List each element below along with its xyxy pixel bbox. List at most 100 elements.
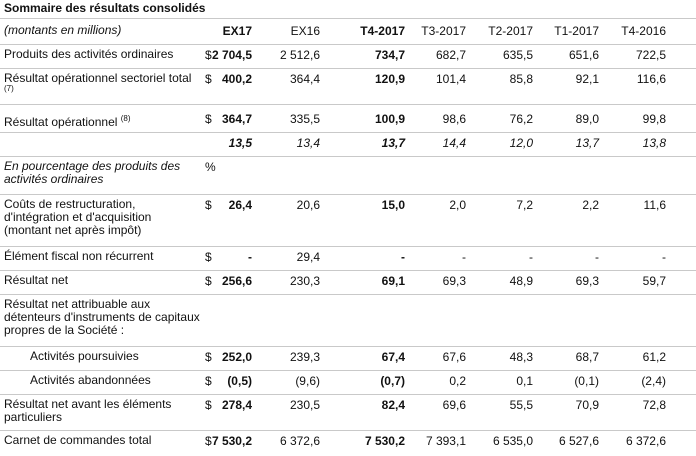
- table-cell: 6 527,6: [558, 434, 599, 448]
- table-cell: 278,4: [221, 398, 252, 412]
- row-divider: [0, 156, 696, 157]
- table-cell: (2,4): [641, 374, 666, 388]
- column-header: T3-2017: [421, 24, 466, 38]
- row-label: Résultat opérationnel sectoriel total: [4, 71, 192, 85]
- row-divider: [0, 246, 696, 247]
- table-cell: 61,2: [642, 350, 666, 364]
- table-cell: 7 530,2: [364, 434, 405, 448]
- table-cell: 69,1: [381, 274, 405, 288]
- table-cell: 67,6: [442, 350, 466, 364]
- table-cell: 48,3: [509, 350, 533, 364]
- row-label: Coûts de restructuration, d'intégration …: [4, 197, 152, 237]
- table-cell: 2 512,6: [279, 48, 320, 62]
- table-cell: 69,3: [442, 274, 466, 288]
- table-cell: 7,2: [516, 198, 533, 212]
- table-cell: -: [662, 250, 666, 264]
- row-label: Résultat net avant les éléments particul…: [4, 397, 172, 424]
- row-divider: [0, 132, 696, 133]
- table-cell: 13,8: [642, 136, 666, 150]
- currency-symbol: $: [205, 198, 212, 212]
- currency-symbol: $: [205, 112, 212, 126]
- table-cell: (0,1): [574, 374, 599, 388]
- table-cell: 67,4: [381, 350, 405, 364]
- currency-symbol: $: [205, 274, 212, 288]
- table-cell: 651,6: [568, 48, 599, 62]
- table-cell: 11,6: [643, 198, 666, 212]
- table-cell: 364,7: [221, 112, 252, 126]
- table-cell: (0,5): [227, 374, 252, 388]
- row-divider: [0, 430, 696, 431]
- column-header: EX16: [290, 24, 320, 38]
- table-cell: 69,6: [442, 398, 466, 412]
- table-cell: 98,6: [442, 112, 466, 126]
- footnote-marker: (7): [4, 84, 14, 93]
- table-cell: (9,6): [295, 374, 320, 388]
- table-cell: 0,2: [449, 374, 466, 388]
- table-cell: -: [595, 250, 599, 264]
- row-label: Produits des activités ordinaires: [4, 47, 174, 61]
- table-cell: 635,5: [502, 48, 533, 62]
- table-cell: 2,0: [449, 198, 466, 212]
- table-cell: 29,4: [296, 250, 320, 264]
- table-cell: 2 704,5: [211, 48, 252, 62]
- table-cell: 99,8: [642, 112, 666, 126]
- row-label: Activités abandonnées: [30, 373, 151, 387]
- row-divider: [0, 18, 696, 19]
- table-cell: 20,6: [296, 198, 320, 212]
- table-cell: 7 393,1: [425, 434, 466, 448]
- table-cell: 55,5: [509, 398, 533, 412]
- table-cell: 15,0: [381, 198, 405, 212]
- table-cell: -: [248, 250, 252, 264]
- table-cell: 101,4: [435, 72, 466, 86]
- table-cell: 256,6: [221, 274, 252, 288]
- currency-symbol: $: [205, 48, 212, 62]
- table-cell: 335,5: [289, 112, 320, 126]
- table-cell: 72,8: [642, 398, 666, 412]
- row-divider: [0, 394, 696, 395]
- currency-symbol: $: [205, 72, 212, 86]
- table-cell: -: [401, 250, 405, 264]
- table-cell: 239,3: [289, 350, 320, 364]
- row-label: Carnet de commandes total: [4, 433, 152, 447]
- table-cell: 230,5: [289, 398, 320, 412]
- row-label: Élément fiscal non récurrent: [4, 249, 154, 263]
- row-divider: [0, 270, 696, 271]
- table-cell: 69,3: [575, 274, 599, 288]
- table-cell: 85,8: [509, 72, 533, 86]
- table-cell: 682,7: [435, 48, 466, 62]
- currency-symbol: $: [205, 374, 212, 388]
- column-header: EX17: [222, 24, 252, 38]
- table-cell: 48,9: [509, 274, 533, 288]
- table-cell: 13,5: [228, 136, 252, 150]
- row-label: Résultat opérationnel (8): [4, 114, 131, 129]
- column-header: T4-2017: [360, 24, 405, 38]
- row-divider: [0, 68, 696, 69]
- footnote-marker: (8): [120, 114, 131, 123]
- row-divider: [0, 104, 696, 105]
- table-cell: 116,6: [636, 72, 666, 86]
- table-cell: 13,4: [296, 136, 320, 150]
- row-divider: [0, 370, 696, 371]
- table-cell: 0,1: [516, 374, 533, 388]
- table-cell: 230,3: [289, 274, 320, 288]
- table-cell: 14,4: [442, 136, 466, 150]
- table-cell: 68,7: [575, 350, 599, 364]
- row-divider: [0, 194, 696, 195]
- currency-symbol: $: [205, 350, 212, 364]
- row-label: Résultat net: [4, 273, 69, 287]
- table-title: Sommaire des résultats consolidés: [4, 1, 206, 15]
- table-cell: 400,2: [221, 72, 252, 86]
- table-cell: 6 372,6: [625, 434, 666, 448]
- table-cell: 89,0: [575, 112, 599, 126]
- table-cell: 12,0: [509, 136, 533, 150]
- table-cell: 2,2: [582, 198, 599, 212]
- table-cell: 6 372,6: [279, 434, 320, 448]
- table-cell: 364,4: [289, 72, 320, 86]
- row-divider: [0, 346, 696, 347]
- column-header: T4-2016: [621, 24, 666, 38]
- table-cell: 7 530,2: [211, 434, 252, 448]
- table-cell: 92,1: [575, 72, 599, 86]
- table-cell: 76,2: [509, 112, 533, 126]
- row-divider: [0, 294, 696, 295]
- table-cell: 13,7: [575, 136, 599, 150]
